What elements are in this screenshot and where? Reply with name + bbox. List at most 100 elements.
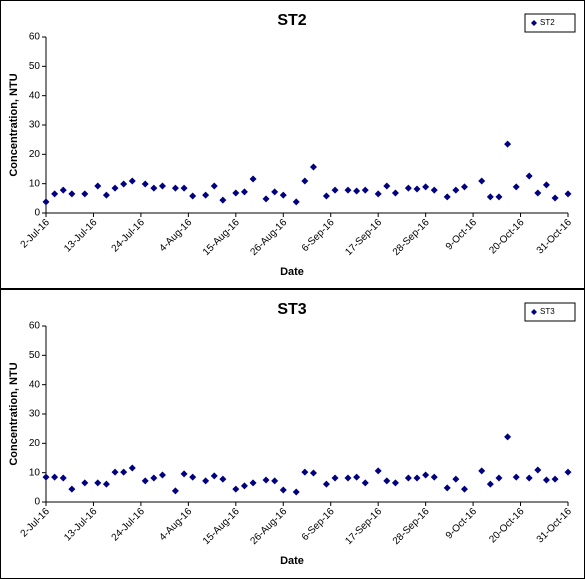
- data-point: [301, 177, 309, 185]
- data-point: [525, 474, 533, 482]
- data-point: [219, 196, 227, 204]
- x-tick-label: 4-Aug-16: [157, 506, 194, 543]
- data-point: [512, 473, 520, 481]
- legend-box: [524, 13, 576, 33]
- data-point: [374, 467, 382, 475]
- data-point: [271, 477, 279, 485]
- chart-panel: ST3 Date Concentration, NTU 0 10 20 30 40 50 60 2-…: [0, 289, 585, 579]
- data-point: [150, 184, 158, 192]
- data-point: [171, 184, 179, 192]
- data-point: [391, 189, 399, 197]
- data-point: [413, 474, 421, 482]
- y-tick-label: 50: [29, 350, 41, 361]
- data-point: [249, 479, 257, 487]
- chart-title: ST2: [277, 12, 306, 29]
- data-point: [551, 475, 559, 483]
- data-point: [158, 182, 166, 190]
- data-point: [422, 183, 430, 191]
- data-point: [292, 488, 300, 496]
- data-point: [383, 182, 391, 190]
- data-point: [232, 485, 240, 493]
- x-tick-label: 26-Aug-16: [248, 506, 289, 547]
- data-point: [542, 476, 550, 484]
- data-point: [413, 185, 421, 193]
- legend-marker: [531, 309, 537, 315]
- data-point: [564, 190, 572, 198]
- y-tick-label: 50: [29, 61, 41, 72]
- data-point: [361, 479, 369, 487]
- x-tick-label: 17-Sep-16: [343, 506, 384, 547]
- x-axis-title: Date: [280, 266, 304, 278]
- legend-box: [524, 302, 576, 322]
- data-point: [189, 473, 197, 481]
- x-tick-label: 9-Oct-16: [444, 217, 480, 253]
- data-point: [202, 477, 210, 485]
- data-point: [128, 464, 136, 472]
- y-tick-label: 0: [34, 497, 40, 508]
- x-tick-label: 31-Oct-16: [535, 217, 575, 257]
- data-point: [51, 190, 59, 198]
- x-tick-label: 4-Aug-16: [157, 217, 194, 254]
- data-point: [344, 474, 352, 482]
- data-point: [542, 181, 550, 189]
- data-point: [141, 180, 149, 188]
- data-point: [262, 476, 270, 484]
- data-point: [443, 484, 451, 492]
- data-point: [534, 189, 542, 197]
- data-point: [430, 186, 438, 194]
- x-axis-title: Date: [280, 555, 304, 567]
- data-point: [443, 193, 451, 201]
- data-point: [120, 180, 128, 188]
- data-point: [361, 186, 369, 194]
- x-tick-label: 20-Oct-16: [487, 506, 527, 546]
- data-point: [210, 472, 218, 480]
- data-point: [180, 184, 188, 192]
- y-axis-title: Concentration, NTU: [8, 73, 20, 176]
- legend-label: ST2: [540, 18, 555, 27]
- data-point: [94, 182, 102, 190]
- y-tick-label: 20: [29, 149, 41, 160]
- data-point: [404, 184, 412, 192]
- data-point: [486, 193, 494, 201]
- data-point: [271, 188, 279, 196]
- x-tick-label: 24-Jul-16: [110, 217, 148, 255]
- y-tick-label: 60: [29, 32, 41, 43]
- x-tick-label: 13-Jul-16: [62, 506, 100, 544]
- x-tick-label: 28-Sep-16: [391, 506, 432, 547]
- x-tick-label: 31-Oct-16: [535, 506, 575, 546]
- data-point: [232, 189, 240, 197]
- chart-title: ST3: [277, 301, 306, 318]
- data-point: [279, 486, 287, 494]
- data-point: [171, 487, 179, 495]
- y-tick-label: 60: [29, 321, 41, 332]
- x-tick-label: 20-Oct-16: [487, 217, 527, 257]
- x-tick-label: 9-Oct-16: [444, 506, 480, 542]
- data-point: [189, 192, 197, 200]
- data-point: [430, 473, 438, 481]
- x-tick-label: 6-Sep-16: [300, 506, 337, 543]
- x-tick-label: 17-Sep-16: [343, 217, 384, 258]
- data-point: [344, 186, 352, 194]
- data-point: [249, 175, 257, 183]
- data-point: [564, 468, 572, 476]
- data-point: [59, 186, 67, 194]
- data-point: [59, 474, 67, 482]
- data-point: [180, 470, 188, 478]
- chart-panel: ST2 Date Concentration, NTU 0 10 20 30 40 50 60 2-…: [0, 0, 585, 289]
- y-tick-label: 10: [29, 178, 41, 189]
- data-point: [512, 183, 520, 191]
- data-point: [495, 474, 503, 482]
- x-tick-label: 2-Jul-16: [19, 217, 53, 251]
- data-point: [460, 485, 468, 493]
- data-point: [301, 468, 309, 476]
- data-point: [478, 177, 486, 185]
- data-point: [81, 190, 89, 198]
- data-point: [292, 198, 300, 206]
- data-point: [504, 140, 512, 148]
- y-tick-label: 20: [29, 438, 41, 449]
- data-point: [495, 193, 503, 201]
- data-point: [309, 469, 317, 477]
- x-tick-label: 15-Aug-16: [201, 506, 242, 547]
- data-point: [383, 477, 391, 485]
- data-point: [111, 184, 119, 192]
